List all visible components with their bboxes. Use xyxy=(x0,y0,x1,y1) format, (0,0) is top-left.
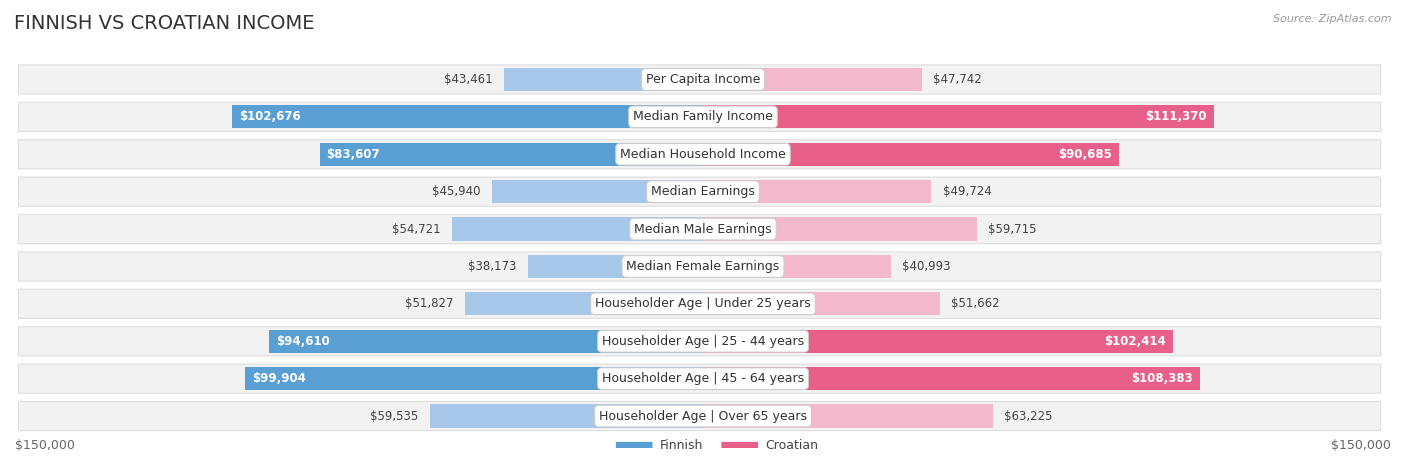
Text: $99,904: $99,904 xyxy=(252,372,305,385)
Bar xyxy=(703,218,977,241)
Text: $51,827: $51,827 xyxy=(405,297,454,311)
Text: $40,993: $40,993 xyxy=(903,260,950,273)
Bar xyxy=(703,404,993,428)
Text: $150,000: $150,000 xyxy=(15,439,75,452)
FancyBboxPatch shape xyxy=(18,65,1381,94)
Bar xyxy=(245,367,703,390)
FancyBboxPatch shape xyxy=(18,214,1381,244)
Bar xyxy=(451,218,703,241)
Text: $111,370: $111,370 xyxy=(1146,110,1206,123)
Text: $90,685: $90,685 xyxy=(1059,148,1112,161)
Bar xyxy=(465,292,703,316)
Text: $83,607: $83,607 xyxy=(326,148,380,161)
Bar xyxy=(269,330,703,353)
FancyBboxPatch shape xyxy=(616,442,652,449)
Text: $59,715: $59,715 xyxy=(988,223,1036,235)
Text: $102,414: $102,414 xyxy=(1104,335,1166,348)
Text: Median Male Earnings: Median Male Earnings xyxy=(634,223,772,235)
Text: Median Earnings: Median Earnings xyxy=(651,185,755,198)
Bar xyxy=(703,105,1213,128)
Text: $94,610: $94,610 xyxy=(276,335,329,348)
Text: Source: ZipAtlas.com: Source: ZipAtlas.com xyxy=(1274,14,1392,24)
Text: Median Family Income: Median Family Income xyxy=(633,110,773,123)
Text: Householder Age | 25 - 44 years: Householder Age | 25 - 44 years xyxy=(602,335,804,348)
Bar xyxy=(703,180,931,203)
Text: $63,225: $63,225 xyxy=(1004,410,1053,423)
Text: Median Household Income: Median Household Income xyxy=(620,148,786,161)
Text: Median Female Earnings: Median Female Earnings xyxy=(627,260,779,273)
Bar xyxy=(492,180,703,203)
Text: $51,662: $51,662 xyxy=(952,297,1000,311)
Text: Croatian: Croatian xyxy=(765,439,818,452)
Bar xyxy=(703,292,941,316)
FancyBboxPatch shape xyxy=(18,327,1381,356)
Text: Householder Age | Under 25 years: Householder Age | Under 25 years xyxy=(595,297,811,311)
FancyBboxPatch shape xyxy=(18,140,1381,169)
Bar xyxy=(703,330,1173,353)
Bar xyxy=(703,255,891,278)
FancyBboxPatch shape xyxy=(18,252,1381,281)
Text: Householder Age | 45 - 64 years: Householder Age | 45 - 64 years xyxy=(602,372,804,385)
FancyBboxPatch shape xyxy=(721,442,758,449)
Text: $108,383: $108,383 xyxy=(1132,372,1194,385)
Text: FINNISH VS CROATIAN INCOME: FINNISH VS CROATIAN INCOME xyxy=(14,14,315,33)
Text: $150,000: $150,000 xyxy=(1331,439,1391,452)
Text: $54,721: $54,721 xyxy=(392,223,440,235)
Text: $38,173: $38,173 xyxy=(468,260,516,273)
Bar xyxy=(319,143,703,166)
Bar xyxy=(703,68,922,91)
FancyBboxPatch shape xyxy=(18,364,1381,393)
Text: $59,535: $59,535 xyxy=(370,410,419,423)
Text: $49,724: $49,724 xyxy=(942,185,991,198)
Text: $102,676: $102,676 xyxy=(239,110,301,123)
Text: $43,461: $43,461 xyxy=(443,73,492,86)
Text: Finnish: Finnish xyxy=(659,439,703,452)
Text: $47,742: $47,742 xyxy=(934,73,983,86)
Bar xyxy=(703,367,1201,390)
FancyBboxPatch shape xyxy=(18,402,1381,431)
Bar xyxy=(503,68,703,91)
FancyBboxPatch shape xyxy=(18,289,1381,318)
Text: Householder Age | Over 65 years: Householder Age | Over 65 years xyxy=(599,410,807,423)
Bar xyxy=(232,105,703,128)
FancyBboxPatch shape xyxy=(18,177,1381,206)
Bar xyxy=(703,143,1119,166)
Bar xyxy=(430,404,703,428)
FancyBboxPatch shape xyxy=(18,102,1381,132)
Text: Per Capita Income: Per Capita Income xyxy=(645,73,761,86)
Text: $45,940: $45,940 xyxy=(432,185,481,198)
Bar xyxy=(527,255,703,278)
